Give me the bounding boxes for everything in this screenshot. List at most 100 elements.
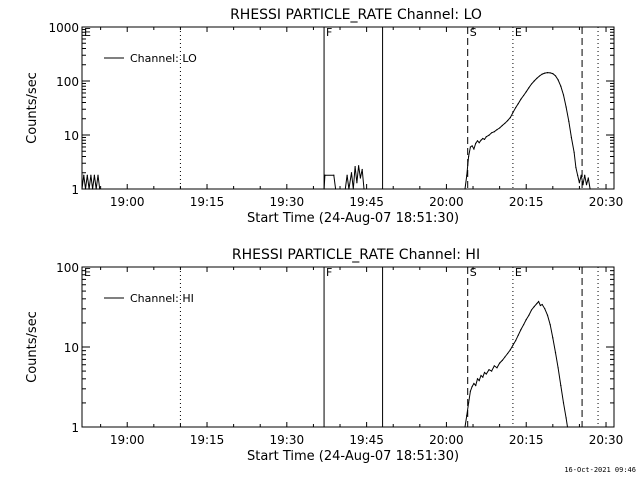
chart-1-data-point <box>499 127 501 129</box>
chart-1-legend-label: Channel: LO <box>130 52 197 65</box>
chart-1-data-point <box>473 148 475 150</box>
chart-1-series-line <box>323 174 337 190</box>
chart-2-series-line <box>464 300 568 428</box>
chart-2-data-point <box>471 386 473 388</box>
chart-1-data-point <box>493 131 495 133</box>
chart-1-data-point <box>533 80 535 82</box>
chart-1-data-point <box>568 120 570 122</box>
chart-1-data-point <box>99 188 101 190</box>
chart-1-data-point <box>358 165 360 167</box>
chart-2-data-point <box>476 378 479 380</box>
chart-1-data-point <box>546 72 549 74</box>
chart-1-data-point <box>485 136 487 138</box>
chart-2-data-point <box>536 302 538 305</box>
chart-2-data-point <box>509 349 511 351</box>
chart-2-data-point <box>530 309 533 311</box>
chart-1-data-point <box>348 188 350 190</box>
chart-2-data-point <box>478 380 480 382</box>
chart-1-data-point <box>501 124 503 127</box>
chart-1-data-point <box>350 172 353 174</box>
chart-1-data-point <box>480 139 482 141</box>
chart-2-data-point <box>475 384 477 387</box>
chart-1-data-point <box>86 174 88 176</box>
chart-1-data-point <box>525 91 527 93</box>
chart-1-data-point <box>90 174 92 176</box>
chart-1-data-point <box>93 174 95 176</box>
chart-2-data-point <box>565 417 567 419</box>
chart-1-marker-label: S <box>470 26 477 39</box>
chart-2-data-point <box>512 344 514 346</box>
chart-1-x-tick-label: 19:45 <box>349 195 384 209</box>
chart-2-data-point <box>549 324 551 326</box>
chart-1-data-point <box>354 166 356 168</box>
chart-2-data-point <box>523 324 525 326</box>
chart-1-data-point <box>520 98 522 100</box>
chart-1-y-tick-label: 1000 <box>48 21 79 35</box>
chart-1-x-tick-label: 20:30 <box>589 195 624 209</box>
chart-1-data-point <box>578 182 581 184</box>
chart-1-y-tick-label: 100 <box>56 75 79 89</box>
chart-2-data-point <box>468 402 470 404</box>
chart-2-data-point <box>499 362 501 364</box>
chart-1-x-tick-label: 19:15 <box>190 195 225 209</box>
chart-1-data-point <box>466 174 468 176</box>
chart-1-data-point <box>95 188 97 190</box>
chart-2-data-point <box>491 370 493 372</box>
chart-2-x-tick-label: 19:15 <box>190 433 225 447</box>
chart-1-data-point <box>324 174 326 176</box>
chart-1-data-point <box>363 188 365 190</box>
chart-1-data-point <box>541 73 543 75</box>
chart-2-data-point <box>473 382 475 385</box>
chart-2-y-tick-label: 10 <box>64 341 79 355</box>
chart-2-marker-label: S <box>470 266 477 279</box>
chart-1-data-point <box>544 72 546 74</box>
chart-2-data-point <box>493 365 495 367</box>
chart-1-data-point <box>560 85 562 87</box>
chart-2-data-point <box>496 367 498 369</box>
chart-2-data-point <box>546 314 549 316</box>
chart-2-marker-label: E <box>515 266 522 279</box>
chart-2-data-point <box>464 426 466 428</box>
chart-1-data-point <box>509 117 511 119</box>
chart-2-data-point <box>483 371 486 374</box>
chart-1-x-tick-label: 19:00 <box>110 195 145 209</box>
chart-1-data-point <box>536 77 538 79</box>
chart-1-data-point <box>585 184 588 186</box>
chart-2-data-point <box>528 314 530 316</box>
chart-1-data-point <box>577 174 579 176</box>
chart-1-data-point <box>352 188 354 190</box>
chart-1-plot-frame <box>81 26 615 190</box>
chart-2-data-point <box>538 300 540 303</box>
chart-1-data-point <box>580 174 582 176</box>
chart-2-data-point <box>520 329 522 331</box>
chart-1-data-point <box>557 79 559 81</box>
chart-1-data-point <box>482 137 484 140</box>
chart-1-data-point <box>584 174 586 176</box>
chart-1-data-point <box>356 182 358 184</box>
chart-1-data-point <box>478 142 480 144</box>
chart-1-x-tick-label: 19:30 <box>270 195 305 209</box>
chart-1-data-point <box>504 122 506 124</box>
chart-2-data-point <box>501 359 503 361</box>
chart-2-marker-label: F <box>326 266 332 279</box>
chart-1-x-tick-label: 20:15 <box>509 195 544 209</box>
chart-1-data-point <box>475 142 477 144</box>
chart-1-data-point <box>84 188 87 190</box>
chart-1-data-point <box>565 106 567 108</box>
chart-1-data-point <box>359 177 361 179</box>
chart-1-data-point <box>570 136 573 139</box>
chart-1-data-point <box>323 188 325 190</box>
chart-1-data-point <box>335 188 337 190</box>
chart-2-x-tick-label: 19:30 <box>270 433 305 447</box>
chart-1-data-point <box>575 166 577 169</box>
chart-1-series-line <box>81 175 101 190</box>
chart-2-data-point <box>552 337 554 339</box>
chart-2-y-tick-label: 100 <box>56 261 79 275</box>
chart-1-title: RHESSI PARTICLE_RATE Channel: LO <box>230 7 482 23</box>
chart-1-data-point <box>512 112 514 114</box>
chart-1-data-point <box>468 155 470 158</box>
chart-2-data-point <box>485 373 487 375</box>
chart-1-x-tick-label: 20:00 <box>429 195 464 209</box>
chart-2-data-point <box>517 334 519 336</box>
chart-2-marker-label: E <box>84 266 91 279</box>
